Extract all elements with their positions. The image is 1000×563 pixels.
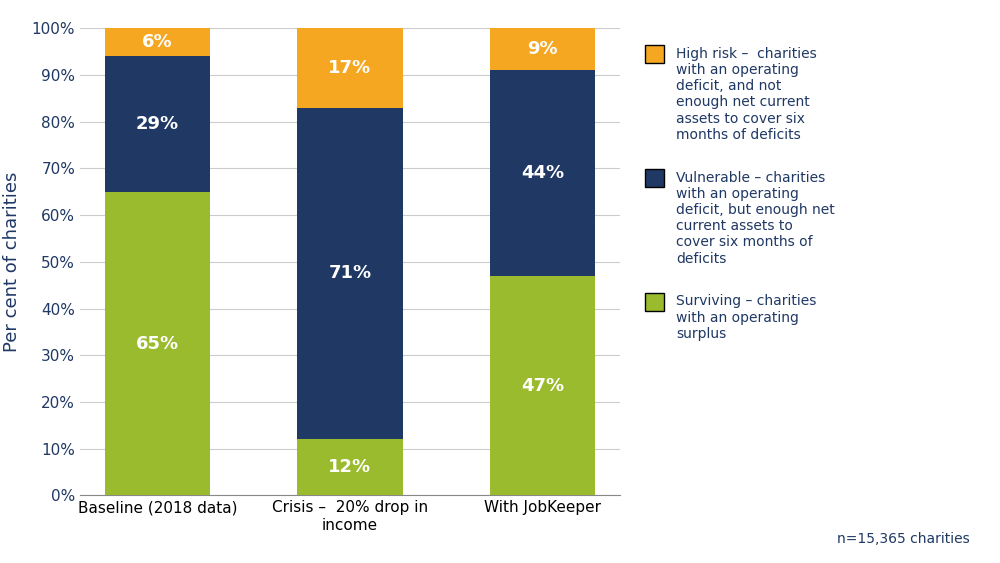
Text: 71%: 71% [328, 265, 372, 283]
Bar [490, 70, 595, 276]
Y-axis label: Per cent of charities: Per cent of charities [3, 172, 21, 352]
Text: 6%: 6% [142, 33, 173, 51]
Text: n=15,365 charities: n=15,365 charities [837, 532, 970, 546]
Text: High risk –  charities
with an operating
deficit, and not
enough net current
ass: High risk – charities with an operating … [676, 47, 817, 142]
Text: 29%: 29% [136, 115, 179, 133]
Text: Vulnerable – charities
with an operating
deficit, but enough net
current assets : Vulnerable – charities with an operating… [676, 171, 835, 266]
Bar [297, 28, 403, 108]
Bar [490, 276, 595, 495]
Text: 44%: 44% [521, 164, 564, 182]
Text: 65%: 65% [136, 334, 179, 352]
Text: 12%: 12% [328, 458, 372, 476]
Bar [105, 28, 210, 56]
Bar [297, 108, 403, 439]
Text: Surviving – charities
with an operating
surplus: Surviving – charities with an operating … [676, 294, 817, 341]
Text: 9%: 9% [527, 40, 558, 58]
Bar [105, 56, 210, 191]
Bar [105, 191, 210, 495]
Text: 47%: 47% [521, 377, 564, 395]
Text: 17%: 17% [328, 59, 372, 77]
Bar [490, 28, 595, 70]
Bar [297, 439, 403, 495]
